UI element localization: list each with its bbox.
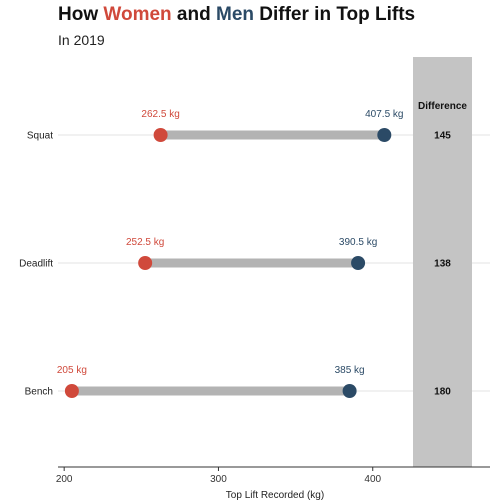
men-point-squat (377, 128, 392, 142)
difference-panel-fill (413, 57, 472, 467)
women-value-label: 262.5 kg (141, 109, 179, 120)
men-value-label: 407.5 kg (365, 109, 403, 120)
plot-layer: Difference 262.5 kg 407.5 kg Squat 145 252.5 … (19, 57, 490, 485)
title-women: Women (103, 4, 171, 25)
title-part-3: and (172, 4, 216, 25)
x-tick-label: 200 (56, 474, 73, 485)
category-label-squat: Squat (27, 131, 53, 142)
difference-header: Difference (418, 101, 467, 112)
title-part-1: How (58, 4, 103, 25)
category-label-bench: Bench (25, 387, 53, 398)
difference-value-squat: 145 (434, 131, 451, 142)
men-point-bench (342, 384, 357, 398)
title-men: Men (216, 4, 254, 25)
x-tick-label: 400 (364, 474, 381, 485)
men-value-label: 385 kg (335, 365, 365, 376)
women-value-label: 205 kg (57, 365, 87, 376)
x-tick-label: 300 (210, 474, 227, 485)
men-value-label: 390.5 kg (339, 237, 377, 248)
difference-value-deadlift: 138 (434, 259, 451, 270)
women-point-squat (153, 128, 168, 142)
title-part-5: Differ in Top Lifts (254, 4, 415, 25)
difference-value-bench: 180 (434, 387, 451, 398)
men-point-deadlift (351, 256, 366, 270)
women-point-deadlift (138, 256, 153, 270)
chart-title: How Women and Men Differ in Top Lifts (58, 4, 415, 25)
category-label-deadlift: Deadlift (19, 259, 53, 270)
chart-subtitle: In 2019 (58, 32, 105, 48)
women-value-label: 252.5 kg (126, 237, 164, 248)
women-point-bench (64, 384, 79, 398)
x-axis-title: Top Lift Recorded (kg) (226, 490, 324, 501)
